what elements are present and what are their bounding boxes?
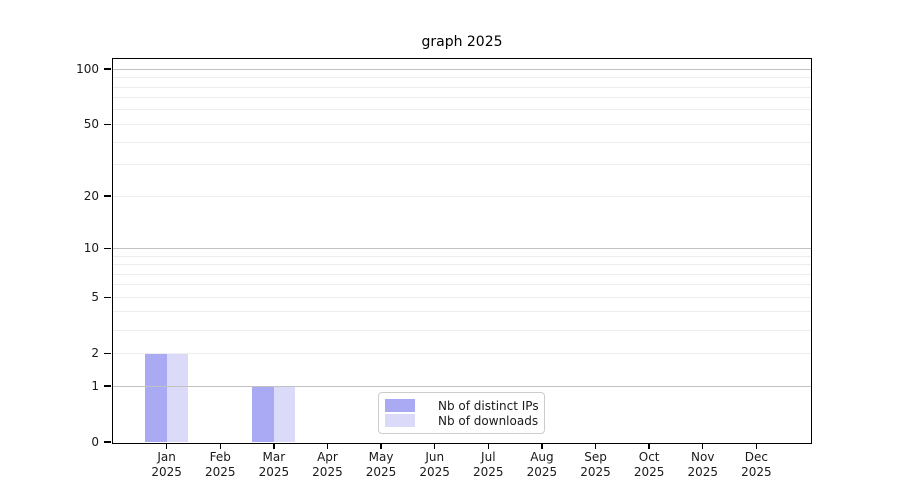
x-tick-year: 2025: [151, 465, 182, 479]
gridline-major-y10: [113, 247, 811, 249]
gridline-minor-y80: [113, 86, 811, 88]
y-tick-10: [104, 247, 111, 249]
x-tick-label-nov: Nov 2025: [671, 450, 735, 480]
x-tick-year: 2025: [365, 465, 397, 479]
x-tick-month: Sep: [584, 450, 607, 464]
bar-distinct-ips-mar: [252, 386, 274, 442]
x-tick-label-dec: Dec 2025: [724, 450, 788, 480]
legend-item-downloads: Nb of downloads: [385, 413, 538, 428]
x-tick-label-jan: Jan 2025: [135, 450, 199, 480]
gridline-minor-y3: [113, 329, 811, 331]
gridline-minor-y90: [113, 77, 811, 79]
x-tick-nov: [702, 443, 704, 449]
y-tick-label-2: 2: [91, 346, 99, 361]
gridline-minor-y8: [113, 264, 811, 265]
x-tick-label-may: May 2025: [349, 450, 413, 480]
y-tick-label-20: 20: [83, 189, 99, 204]
x-tick-label-aug: Aug 2025: [510, 450, 574, 480]
gridline-major-y1: [113, 385, 811, 387]
bar-downloads-jan: [166, 353, 189, 442]
x-tick-month: Dec: [744, 450, 768, 464]
y-tick-50: [104, 123, 111, 126]
y-tick-100: [104, 68, 111, 70]
x-tick-label-jun: Jun 2025: [403, 450, 467, 480]
gridline-minor-y70: [113, 97, 811, 99]
legend-label-distinct-ips: Nb of distinct IPs: [438, 398, 539, 413]
y-tick-label-5: 5: [91, 290, 99, 305]
x-tick-aug: [541, 443, 543, 449]
gridline-minor-y20: [113, 195, 811, 197]
gridline-minor-y9: [113, 255, 811, 257]
x-tick-month: Aug: [530, 450, 554, 464]
y-tick-label-0: 0: [91, 435, 99, 449]
x-tick-may: [380, 443, 382, 449]
x-tick-sep: [594, 443, 597, 449]
x-tick-year: 2025: [204, 465, 236, 479]
y-tick-2: [104, 352, 111, 354]
y-tick-0: [104, 441, 111, 443]
plot-area: 0 1 2 5 10 20 50 100 Jan 2025 Feb 2025 Mar 2025 Apr 202…: [76, 58, 812, 479]
x-tick-mar: [273, 443, 275, 449]
x-tick-year: 2025: [312, 465, 343, 479]
y-tick-label-50: 50: [83, 117, 99, 132]
gridline-minor-y6: [113, 284, 811, 286]
gridline-minor-y40: [113, 141, 811, 143]
y-tick-5: [104, 296, 111, 298]
x-tick-oct: [648, 443, 650, 449]
x-tick-year: 2025: [633, 465, 665, 479]
x-tick-apr: [326, 443, 329, 449]
x-tick-month: Jan: [157, 450, 176, 464]
x-tick-month: Oct: [638, 450, 660, 464]
gridline-major-y100: [113, 68, 811, 70]
y-tick-20: [104, 195, 111, 197]
x-tick-year: 2025: [419, 465, 450, 479]
x-tick-year: 2025: [258, 465, 290, 479]
x-tick-jul: [487, 443, 489, 449]
x-tick-month: Nov: [691, 450, 715, 464]
x-tick-label-jul: Jul 2025: [456, 450, 520, 480]
legend-label-downloads: Nb of downloads: [438, 413, 539, 428]
y-tick-label-1: 1: [91, 379, 99, 393]
gridline-minor-y60: [113, 109, 811, 111]
x-tick-label-feb: Feb 2025: [188, 450, 252, 480]
x-tick-year: 2025: [687, 465, 719, 479]
x-tick-year: 2025: [741, 465, 772, 479]
x-tick-month: Apr: [317, 450, 338, 464]
x-tick-year: 2025: [473, 465, 504, 479]
x-tick-year: 2025: [580, 465, 611, 479]
x-tick-month: Mar: [262, 450, 286, 464]
gridline-minor-y7: [113, 273, 811, 275]
legend-swatch-distinct-ips: [385, 399, 415, 412]
x-tick-label-sep: Sep 2025: [564, 450, 628, 480]
gridline-minor-y5: [113, 296, 811, 298]
y-tick-label-10: 10: [83, 241, 99, 256]
gridline-minor-y50: [113, 123, 811, 125]
x-tick-month: Jul: [481, 450, 496, 464]
x-tick-jan: [165, 443, 168, 449]
legend-item-distinct-ips: Nb of distinct IPs: [385, 398, 539, 413]
y-tick-1: [104, 385, 111, 387]
x-tick-label-mar: Mar 2025: [242, 450, 306, 480]
x-tick-month: Feb: [209, 450, 231, 464]
x-tick-feb: [219, 443, 221, 449]
bar-distinct-ips-jan: [145, 353, 167, 442]
x-tick-label-oct: Oct 2025: [617, 450, 681, 480]
legend-swatch-downloads: [385, 414, 415, 427]
x-tick-month: May: [368, 450, 394, 464]
x-tick-label-apr: Apr 2025: [295, 450, 359, 480]
gridline-minor-y30: [113, 164, 811, 166]
x-tick-dec: [755, 443, 758, 449]
bar-downloads-mar: [273, 386, 296, 442]
gridline-minor-y2: [113, 352, 811, 354]
x-tick-month: Jun: [425, 450, 445, 464]
chart-title: graph 2025: [421, 34, 503, 50]
legend: Nb of distinct IPs Nb of downloads: [378, 392, 545, 434]
gridline-minor-y4: [113, 311, 811, 313]
y-tick-label-100: 100: [76, 62, 99, 77]
x-tick-year: 2025: [526, 465, 558, 479]
x-tick-jun: [433, 443, 436, 449]
